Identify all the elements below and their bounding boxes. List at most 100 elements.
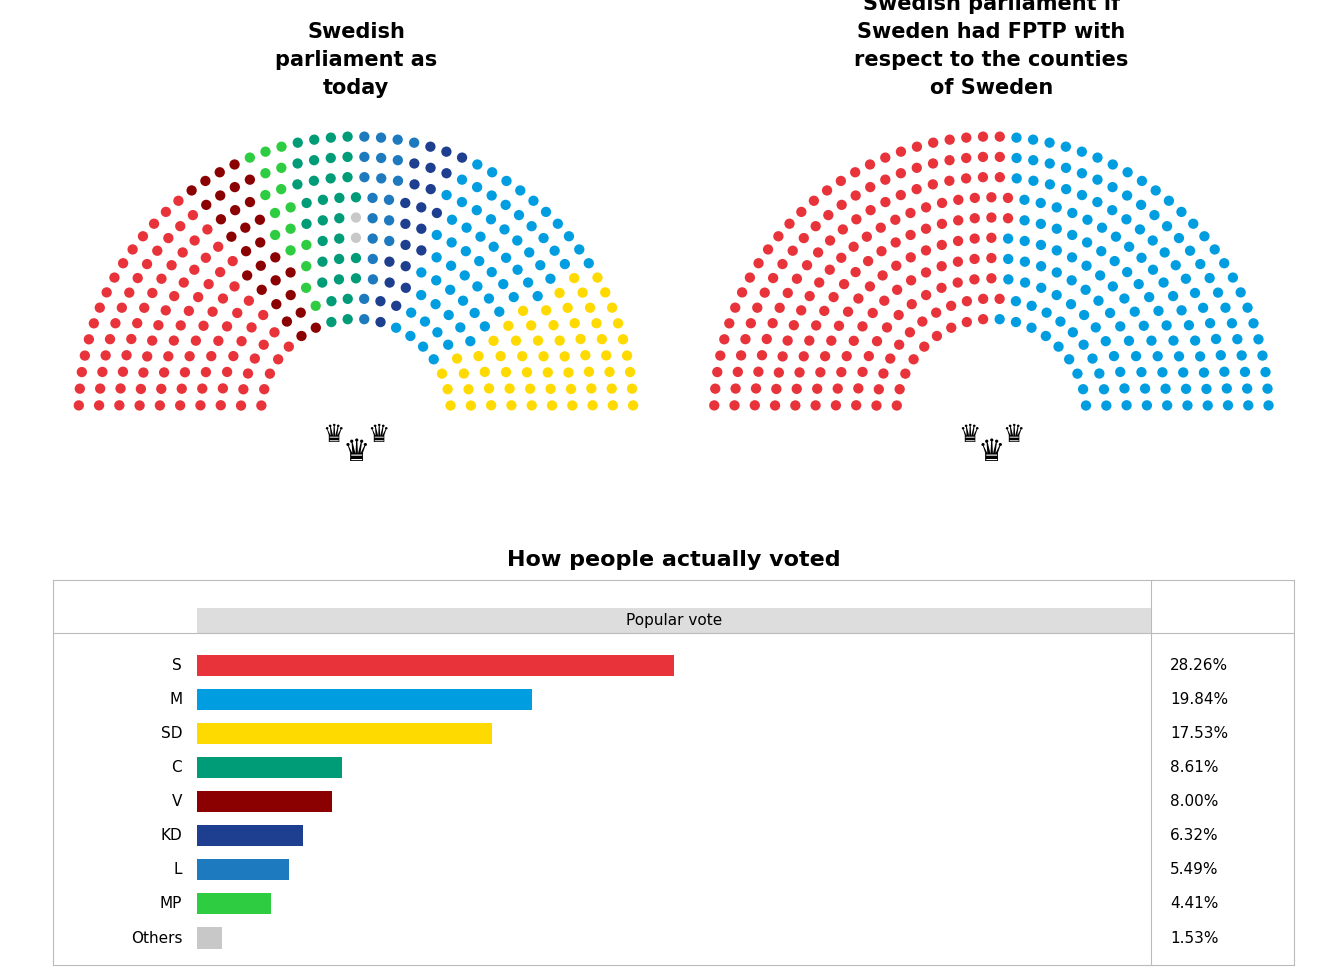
Point [1014,275,1035,291]
Point [1155,381,1177,397]
Point [1061,273,1082,289]
Point [235,220,256,236]
Point [362,211,383,226]
Point [858,254,879,269]
Point [1199,270,1221,286]
Point [579,300,600,316]
Point [1110,364,1131,379]
Point [1089,366,1110,381]
Point [265,273,287,289]
Point [844,188,866,204]
Text: MP: MP [160,896,183,912]
Point [289,305,311,321]
Point [998,211,1019,226]
Point [460,398,482,413]
Point [95,348,116,364]
Point [346,189,367,205]
Point [438,381,459,397]
Point [338,149,359,165]
Point [906,160,927,176]
Point [188,290,209,305]
Point [844,165,866,180]
Point [370,314,391,330]
Point [1102,179,1123,195]
Point [871,244,892,259]
Point [92,364,113,379]
Point [1030,258,1051,274]
Point [748,364,770,379]
Point [1141,332,1162,348]
Point [426,250,447,265]
Point [1114,291,1135,306]
Point [803,193,824,209]
Point [224,203,245,218]
Point [866,333,887,349]
Point [1118,333,1139,349]
Point [470,229,491,245]
Point [153,365,175,380]
Text: 4.41%: 4.41% [1170,896,1218,912]
Point [1194,228,1215,244]
Point [886,258,907,274]
Point [241,320,263,335]
Point [120,332,141,347]
Point [1071,144,1093,160]
Point [503,290,524,305]
Point [1094,381,1115,397]
Point [109,380,131,396]
Point [1075,258,1097,274]
Point [1085,320,1106,335]
Point [1087,194,1109,210]
Point [554,349,575,365]
Point [201,304,223,320]
Point [127,315,148,331]
Point [1190,349,1211,365]
Point [776,332,798,348]
Point [791,302,812,318]
Point [200,348,221,364]
Point [906,138,927,154]
Point [568,242,590,257]
Point [890,166,911,181]
Point [387,173,408,188]
Point [735,332,756,347]
Point [271,181,292,197]
Point [852,364,874,379]
Point [1199,315,1221,331]
Point [395,258,416,274]
Point [884,212,906,227]
Point [147,243,168,258]
Point [438,307,459,323]
Point [488,304,510,320]
Point [1067,366,1089,381]
Point [328,190,350,206]
Point [580,380,602,396]
Point [442,235,463,251]
Point [1014,233,1035,249]
Point [510,182,531,198]
Point [328,252,350,267]
Point [346,251,367,266]
Point [1074,307,1095,323]
Point [495,365,516,380]
Point [940,320,962,335]
Point [860,203,882,218]
Point [456,220,478,236]
Point [540,381,562,397]
Point [320,171,342,186]
Point [900,273,922,289]
Point [395,195,416,211]
Point [859,179,880,195]
Point [328,211,350,226]
Text: V: V [172,795,183,809]
Point [426,205,447,220]
Point [807,245,828,260]
Point [163,332,184,348]
Point [431,366,452,381]
Point [362,231,383,247]
Point [931,280,952,295]
Point [922,176,943,192]
Point [354,170,375,185]
Point [980,210,1002,225]
Point [1037,305,1058,321]
